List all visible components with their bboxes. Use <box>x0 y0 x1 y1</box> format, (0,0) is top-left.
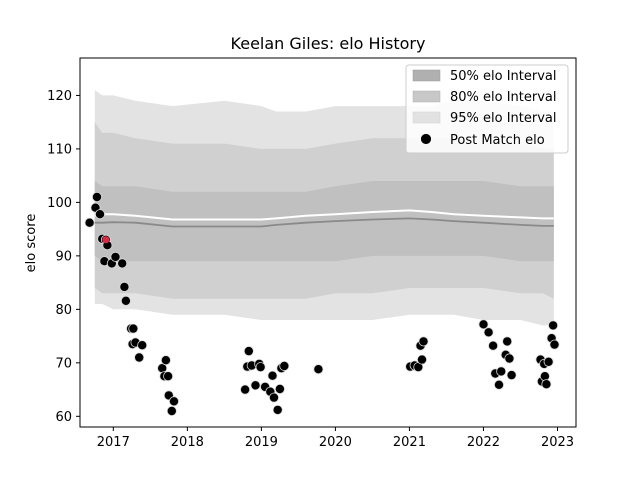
x-tick-label-2023: 2023 <box>541 435 574 450</box>
post-match-point-65 <box>549 321 558 330</box>
post-match-point-48 <box>479 320 488 329</box>
y-tick-label-70: 70 <box>55 356 72 371</box>
y-tick-label-90: 90 <box>55 249 72 264</box>
y-tick-label-80: 80 <box>55 303 72 318</box>
post-match-point-10 <box>118 259 127 268</box>
post-match-point-49 <box>484 328 493 337</box>
post-match-point-26 <box>241 385 250 394</box>
post-match-point-28 <box>244 347 253 356</box>
x-tick-label-2018: 2018 <box>171 435 204 450</box>
post-match-point-0 <box>85 218 94 227</box>
post-match-point-20 <box>161 356 170 365</box>
post-match-point-38 <box>275 384 284 393</box>
chart-title: Keelan Giles: elo History <box>231 34 426 53</box>
post-match-point-40 <box>280 361 289 370</box>
x-tick-label-2021: 2021 <box>393 435 426 450</box>
highlight-point <box>102 236 109 243</box>
y-tick-label-120: 120 <box>47 89 72 104</box>
x-tick-label-2017: 2017 <box>97 435 130 450</box>
post-match-point-52 <box>494 380 503 389</box>
post-match-point-57 <box>507 371 516 380</box>
post-match-point-63 <box>544 357 553 366</box>
legend-label-50: 50% elo Interval <box>450 69 557 84</box>
post-match-point-46 <box>417 355 426 364</box>
post-match-point-22 <box>164 372 173 381</box>
legend-marker-point <box>421 134 432 145</box>
legend-swatch-95 <box>413 112 440 123</box>
post-match-point-37 <box>273 405 282 414</box>
x-tick-label-2019: 2019 <box>245 435 278 450</box>
post-match-point-56 <box>505 354 514 363</box>
legend-label-point: Post Match elo <box>450 133 545 148</box>
post-match-point-14 <box>129 324 138 333</box>
y-tick-label-100: 100 <box>47 196 72 211</box>
post-match-point-18 <box>138 341 147 350</box>
post-match-point-36 <box>269 393 278 402</box>
post-match-point-61 <box>540 372 549 381</box>
post-match-point-50 <box>489 341 498 350</box>
post-match-point-17 <box>135 353 144 362</box>
legend-label-95: 95% elo Interval <box>450 111 557 126</box>
post-match-point-55 <box>503 337 512 346</box>
post-match-point-12 <box>121 296 130 305</box>
y-tick-label-110: 110 <box>47 142 72 157</box>
post-match-point-53 <box>497 367 506 376</box>
post-match-point-66 <box>550 340 559 349</box>
legend-swatch-80 <box>413 91 440 102</box>
post-match-point-47 <box>419 337 428 346</box>
post-match-point-25 <box>169 397 178 406</box>
post-match-point-62 <box>542 380 551 389</box>
post-match-point-41 <box>314 365 323 374</box>
y-tick-label-60: 60 <box>55 410 72 425</box>
x-tick-label-2020: 2020 <box>319 435 352 450</box>
post-match-point-3 <box>95 210 104 219</box>
legend-swatch-50 <box>413 70 440 81</box>
post-match-point-32 <box>256 363 265 372</box>
legend: 50% elo Interval 80% elo Interval 95% el… <box>406 65 568 153</box>
post-match-point-30 <box>251 381 260 390</box>
post-match-point-2 <box>92 192 101 201</box>
legend-label-80: 80% elo Interval <box>450 90 557 105</box>
y-axis-label: elo score <box>24 214 39 273</box>
post-match-point-35 <box>268 371 277 380</box>
x-tick-label-2022: 2022 <box>467 435 500 450</box>
post-match-point-11 <box>120 282 129 291</box>
post-match-point-24 <box>167 406 176 415</box>
